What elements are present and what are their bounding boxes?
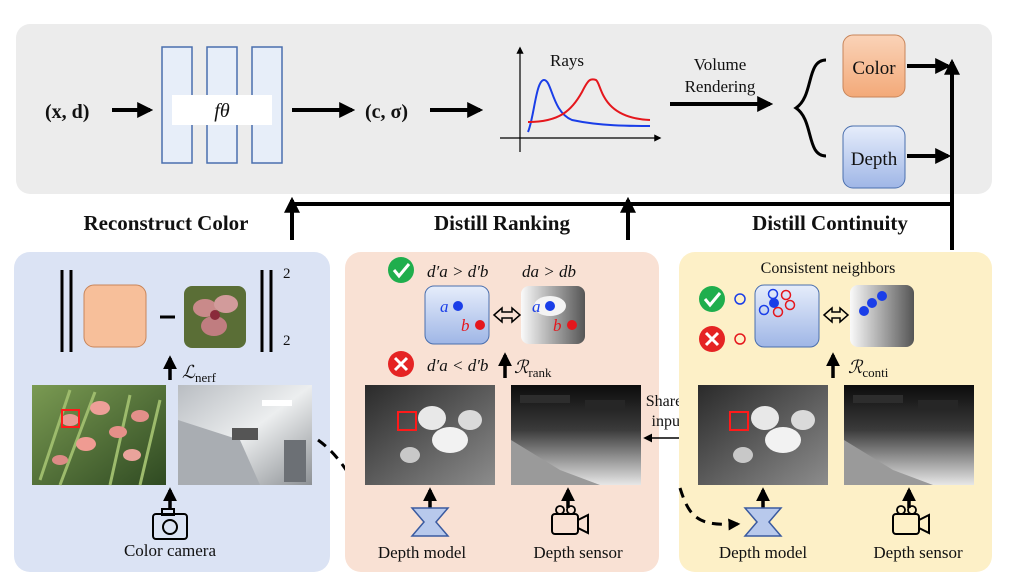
depth-sensor-icon [551, 505, 589, 535]
depth-model-label: Depth model [378, 543, 467, 562]
check-icon-conti [699, 286, 725, 312]
color-label: Color [852, 58, 896, 79]
title-ranking: Distill Ranking [434, 211, 570, 235]
good-relation-right: da > db [522, 262, 576, 281]
output-label: (c, σ) [365, 101, 408, 123]
ray-curve-blue [527, 78, 651, 133]
conti-depth-box [754, 284, 820, 348]
loss-label: ℒnerf [182, 362, 217, 385]
sensor-point-a-label: a [532, 297, 541, 316]
point-a-blue [453, 301, 463, 311]
office-photo [178, 385, 312, 485]
consistent-label: Consistent neighbors [761, 260, 896, 277]
sensor-depth-thumb [521, 286, 585, 344]
bad-relation: d′a < d′b [427, 356, 488, 375]
rays-label: Rays [550, 51, 584, 70]
legend-blue-ring [734, 293, 746, 305]
volume-rendering-line2: Rendering [685, 77, 756, 96]
conti-depth-sensor-icon [892, 505, 930, 535]
check-icon-good [388, 257, 414, 283]
rays-plot [500, 46, 662, 152]
legend-red-ring [734, 333, 746, 345]
shared-input-line2: input [652, 413, 685, 430]
color-box [842, 34, 906, 98]
cross-icon-bad [388, 351, 414, 377]
conti-model-depth-map [698, 385, 828, 485]
ray-curve-red [527, 78, 651, 123]
camera-icon [152, 508, 188, 540]
model-depth-map [365, 385, 495, 485]
rank-depth-box [424, 285, 490, 345]
depth-box [842, 125, 906, 189]
conti-label: ℛconti [848, 357, 889, 380]
point-b-red [475, 320, 485, 330]
depth-label: Depth [851, 149, 898, 170]
flower-thumbnail [184, 286, 246, 348]
conti-depth-model-icon [743, 507, 783, 537]
depth-sensor-label: Depth sensor [533, 543, 623, 562]
network-label-box [172, 95, 272, 125]
good-relation-left: d′a > d′b [427, 262, 488, 281]
rank-label: ℛrank [514, 357, 552, 380]
sensor-point-a [545, 301, 555, 311]
cross-icon-conti [699, 326, 725, 352]
neighbor-points [758, 288, 796, 318]
depth-model-icon [410, 507, 450, 537]
depth-crop-marker [397, 411, 417, 431]
double-arrow-icon-conti [822, 306, 850, 324]
camera-label: Color camera [124, 541, 216, 560]
dashed-arrow-right [678, 487, 741, 531]
conti-depth-sensor-label: Depth sensor [873, 543, 963, 562]
flower-photo [32, 385, 166, 486]
exponent-bottom: 2 [283, 333, 291, 349]
title-continuity: Distill Continuity [752, 211, 908, 235]
exponent-top: 2 [283, 266, 291, 282]
sensor-point-b-label: b [553, 316, 562, 335]
point-b-label: b [461, 316, 470, 335]
sensor-point-b [567, 320, 577, 330]
title-reconstruct: Reconstruct Color [83, 211, 248, 235]
volume-rendering-line1: Volume [694, 55, 747, 74]
double-arrow-icon [492, 306, 522, 324]
curly-brace [793, 58, 827, 158]
conti-depth-model-label: Depth model [719, 543, 808, 562]
point-a-label: a [440, 297, 449, 316]
sensor-depth-map [511, 385, 641, 485]
input-label: (x, d) [45, 101, 89, 123]
conti-crop-marker [729, 411, 749, 431]
rendered-color-box [83, 284, 147, 348]
network-label: fθ [214, 100, 230, 122]
crop-marker [61, 409, 80, 428]
conti-sensor-depth-map [844, 385, 974, 485]
conti-sensor-thumb [850, 285, 914, 347]
